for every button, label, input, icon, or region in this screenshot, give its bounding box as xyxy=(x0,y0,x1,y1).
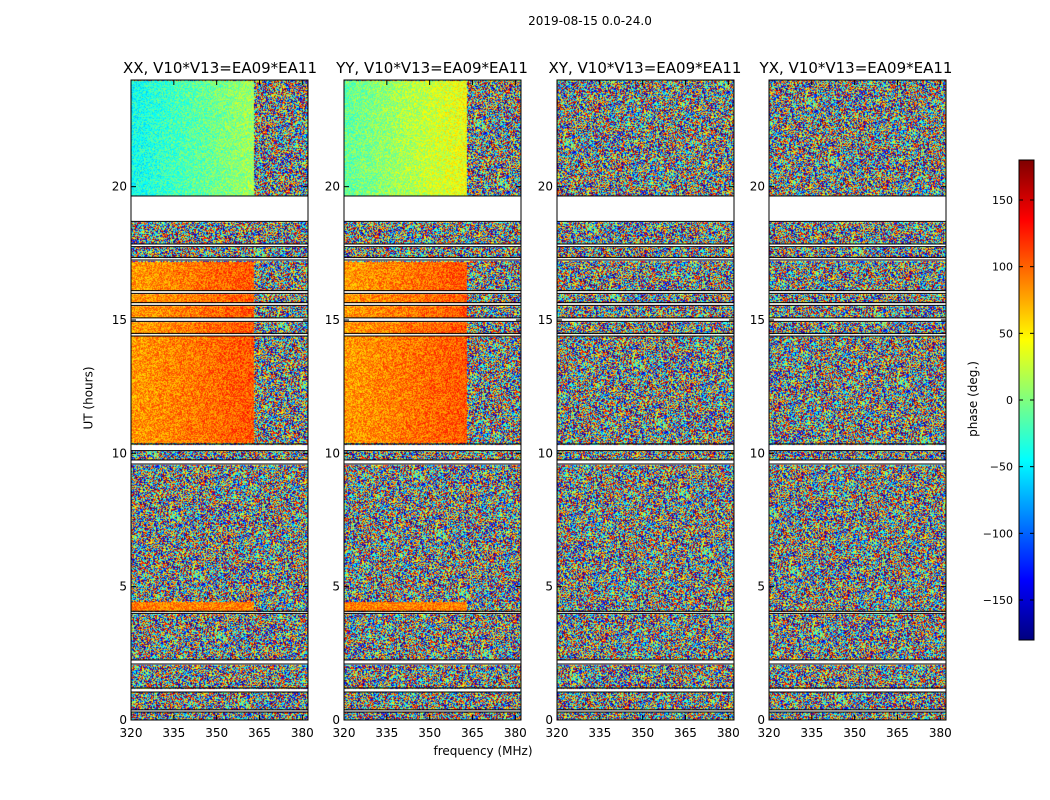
y-tick-label: 15 xyxy=(325,313,340,327)
x-tick-label: 350 xyxy=(631,726,654,740)
x-tick-label: 365 xyxy=(461,726,484,740)
x-tick-label: 365 xyxy=(674,726,697,740)
colorbar: 150 100 50 0 −50 −100 −150 xyxy=(983,159,1035,641)
y-tick-label: 0 xyxy=(757,713,765,727)
x-tick-label: 380 xyxy=(504,726,527,740)
y-tick-label: 10 xyxy=(538,446,553,460)
x-tick-label: 380 xyxy=(717,726,740,740)
x-tick-label: 320 xyxy=(758,726,781,740)
panel-frame xyxy=(343,79,522,721)
y-tick-label: 15 xyxy=(750,313,765,327)
panel-title-xx: XX, V10*V13=EA09*EA11 xyxy=(122,59,317,77)
x-tick-label: 380 xyxy=(291,726,314,740)
y-tick-label: 5 xyxy=(119,580,127,594)
x-tick-label: 335 xyxy=(800,726,823,740)
x-tick-label: 335 xyxy=(375,726,398,740)
x-tick-label: 380 xyxy=(929,726,952,740)
x-tick-label: 350 xyxy=(205,726,228,740)
y-tick-label: 20 xyxy=(112,180,127,194)
y-axis-label: UT (hours) xyxy=(81,366,96,430)
panel-xx: 320 335 350 365 380 0 5 10 15 20 xyxy=(112,79,314,740)
x-tick-label: 350 xyxy=(843,726,866,740)
y-tick-label: 10 xyxy=(325,446,340,460)
panel-title-yx: YX, V10*V13=EA09*EA11 xyxy=(759,59,953,77)
x-tick-label: 335 xyxy=(588,726,611,740)
panel-xy: 320 335 350 365 380 0 5 10 15 20 xyxy=(538,79,740,740)
x-axis-label: frequency (MHz) xyxy=(433,744,533,758)
y-tick-label: 20 xyxy=(538,180,553,194)
panel-frame xyxy=(768,79,947,721)
y-tick-label: 5 xyxy=(757,580,765,594)
panel-frame xyxy=(556,79,735,721)
heatmap-yy xyxy=(344,80,521,720)
panel-title-yy: YY, V10*V13=EA09*EA11 xyxy=(336,59,528,77)
panel-yy: 320 335 350 365 380 0 5 10 15 20 xyxy=(325,79,527,740)
colorbar-label: phase (deg.) xyxy=(965,361,980,437)
x-tick-label: 320 xyxy=(120,726,143,740)
y-tick-label: 5 xyxy=(545,580,553,594)
y-tick-label: 10 xyxy=(112,446,127,460)
y-tick-label: 0 xyxy=(545,713,553,727)
y-tick-label: 0 xyxy=(119,713,127,727)
panel-frame xyxy=(130,79,309,721)
heatmap-xy xyxy=(557,80,734,720)
x-tick-label: 365 xyxy=(248,726,271,740)
x-tick-label: 350 xyxy=(418,726,441,740)
x-tick-label: 365 xyxy=(886,726,909,740)
y-tick-label: 10 xyxy=(750,446,765,460)
colorbar-tick-label: −50 xyxy=(990,461,1013,474)
colorbar-tick-label: 0 xyxy=(1006,394,1013,407)
heatmap-xx xyxy=(131,80,308,720)
panel-title-xy: XY, V10*V13=EA09*EA11 xyxy=(548,59,742,77)
x-tick-label: 335 xyxy=(162,726,185,740)
panels-group: 320 335 350 365 380 0 5 10 15 20 320 335 350 365 380 0 5… xyxy=(112,79,952,740)
y-tick-label: 20 xyxy=(325,180,340,194)
y-tick-label: 15 xyxy=(112,313,127,327)
colorbar-tick-label: −100 xyxy=(983,527,1013,540)
colorbar-tick-label: −150 xyxy=(983,594,1013,607)
x-tick-label: 320 xyxy=(546,726,569,740)
y-tick-label: 0 xyxy=(332,713,340,727)
y-tick-label: 20 xyxy=(750,180,765,194)
colorbar-tick-label: 50 xyxy=(999,327,1013,340)
y-tick-label: 15 xyxy=(538,313,553,327)
x-tick-label: 320 xyxy=(333,726,356,740)
colorbar-tick-label: 100 xyxy=(992,261,1013,274)
y-tick-label: 5 xyxy=(332,580,340,594)
panel-yx: 320 335 350 365 380 0 5 10 15 20 xyxy=(750,79,952,740)
heatmap-yx xyxy=(769,80,946,720)
colorbar-tick-label: 150 xyxy=(992,194,1013,207)
figure-suptitle: 2019-08-15 0.0-24.0 xyxy=(528,14,652,28)
